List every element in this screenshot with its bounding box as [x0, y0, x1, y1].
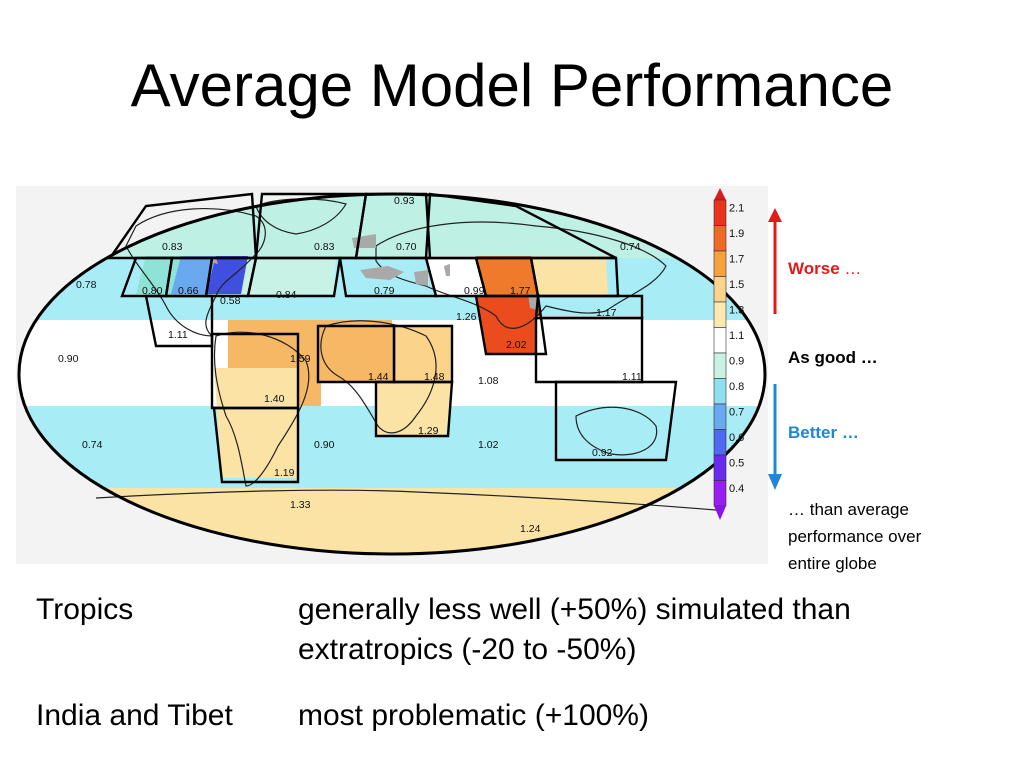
box-label: 1.48	[424, 371, 445, 383]
globe-outline	[17, 192, 767, 556]
colorbar-ticks: 2.1 1.9 1.7 1.5 1.3 1.1 0.9 0.8 0.7 0.6 0.5 0.4	[729, 203, 744, 496]
band-label: 0.83	[314, 241, 335, 253]
band-label: 0.90	[314, 439, 335, 451]
colorbar: 2.1 1.9 1.7 1.5 1.3 1.1 0.9 0.8 0.7 0.6 0.5 0.4	[713, 188, 744, 520]
band-label: 0.74	[82, 439, 103, 451]
box-label: 1.26	[456, 311, 477, 323]
box-labels: 0.80 0.66 0.58 0.84 0.79 0.99 1.77 1.17 …	[142, 285, 642, 479]
box-label: 1.11	[168, 329, 188, 341]
colorbar-cell	[713, 301, 727, 328]
colorbar-cell	[713, 199, 727, 226]
box-label: 0.66	[178, 285, 199, 297]
box-label: 2.02	[506, 339, 527, 351]
box-label: 0.92	[592, 447, 613, 459]
box-label: 0.84	[276, 289, 297, 301]
band-label: 1.02	[478, 439, 499, 451]
band-label: 0.74	[620, 241, 641, 253]
band-label: 1.33	[290, 499, 311, 511]
colorbar-cell	[713, 403, 727, 430]
finding-region: Tropics	[36, 593, 134, 626]
region-box-india	[476, 296, 546, 354]
box-label: 1.77	[510, 285, 531, 297]
box-label: 0.80	[142, 285, 163, 297]
colorbar-tick-label: 1.1	[729, 330, 744, 342]
box-label: 1.59	[290, 353, 311, 365]
colorbar-cell	[713, 352, 727, 379]
band-label: 1.24	[520, 523, 541, 535]
colorbar-cell	[713, 454, 727, 481]
colorbar-cell	[713, 480, 727, 507]
colorbar-bottom-arrow-icon	[714, 506, 726, 520]
colorbar-tick-label: 1.9	[729, 228, 744, 240]
band-label: 0.90	[58, 353, 79, 365]
colorbar-cells	[713, 188, 727, 520]
colorbar-cell	[713, 429, 727, 456]
box-label: 0.58	[220, 295, 241, 307]
colorbar-cell	[713, 225, 727, 252]
box-label: 0.99	[464, 285, 485, 297]
colorbar-tick-label: 1.3	[729, 305, 744, 317]
as-good-label: As good …	[788, 348, 878, 367]
box-label: 1.40	[264, 393, 285, 405]
colorbar-tick-label: 1.7	[729, 254, 744, 266]
colorbar-tick-label: 2.1	[729, 203, 744, 215]
band-label: 0.83	[162, 241, 183, 253]
box-label: 1.17	[596, 307, 617, 319]
band-label: 0.93	[394, 195, 415, 207]
better-arrow-head-icon	[768, 474, 782, 490]
colorbar-tick-label: 0.5	[729, 458, 744, 470]
colorbar-tick-label: 0.9	[729, 356, 744, 368]
finding-description: most problematic (+100%)	[298, 699, 649, 732]
band-label: 0.70	[396, 241, 417, 253]
region-box-south-america	[214, 368, 298, 478]
worse-label: Worse …	[788, 259, 862, 278]
region-box-west-africa	[321, 320, 392, 382]
region-box-south-africa	[376, 382, 452, 436]
box-label: 1.19	[274, 467, 295, 479]
colorbar-top-arrow-icon	[714, 188, 726, 200]
legend-arrows	[768, 208, 782, 490]
better-label: Better …	[788, 423, 859, 442]
colorbar-cell	[713, 250, 727, 277]
colorbar-tick-label: 0.7	[729, 407, 744, 419]
colorbar-tick-label: 1.5	[729, 279, 744, 291]
colorbar-tick-label: 0.8	[729, 381, 744, 393]
colorbar-tick-label: 0.6	[729, 432, 744, 444]
colorbar-tick-label: 0.4	[729, 483, 744, 495]
colorbar-cell	[713, 276, 727, 303]
box-label: 0.79	[374, 285, 395, 297]
colorbar-cell	[713, 378, 727, 405]
colorbar-cell	[713, 327, 727, 354]
world-map: 0.83 0.83 0.70 0.74 0.93 0.78 0.90 0.74 …	[16, 186, 768, 564]
box-label: 1.44	[368, 371, 389, 383]
band-labels: 0.83 0.83 0.70 0.74 0.93 0.78 0.90 0.74 …	[58, 195, 641, 535]
slide-title: Average Model Performance	[130, 52, 894, 119]
worse-arrow-head-icon	[768, 208, 782, 222]
band-label: 1.08	[478, 375, 499, 387]
box-label: 1.11	[622, 371, 642, 383]
finding-region: India and Tibet	[36, 699, 233, 732]
band-label: 0.78	[76, 279, 97, 291]
region-box-east-africa	[392, 326, 452, 382]
legend-note: … than average performance over entire g…	[788, 500, 922, 573]
region-box-tibet	[476, 256, 538, 296]
box-label: 1.29	[418, 425, 439, 437]
finding-description: generally less well (+50%) simulated tha…	[298, 593, 851, 666]
